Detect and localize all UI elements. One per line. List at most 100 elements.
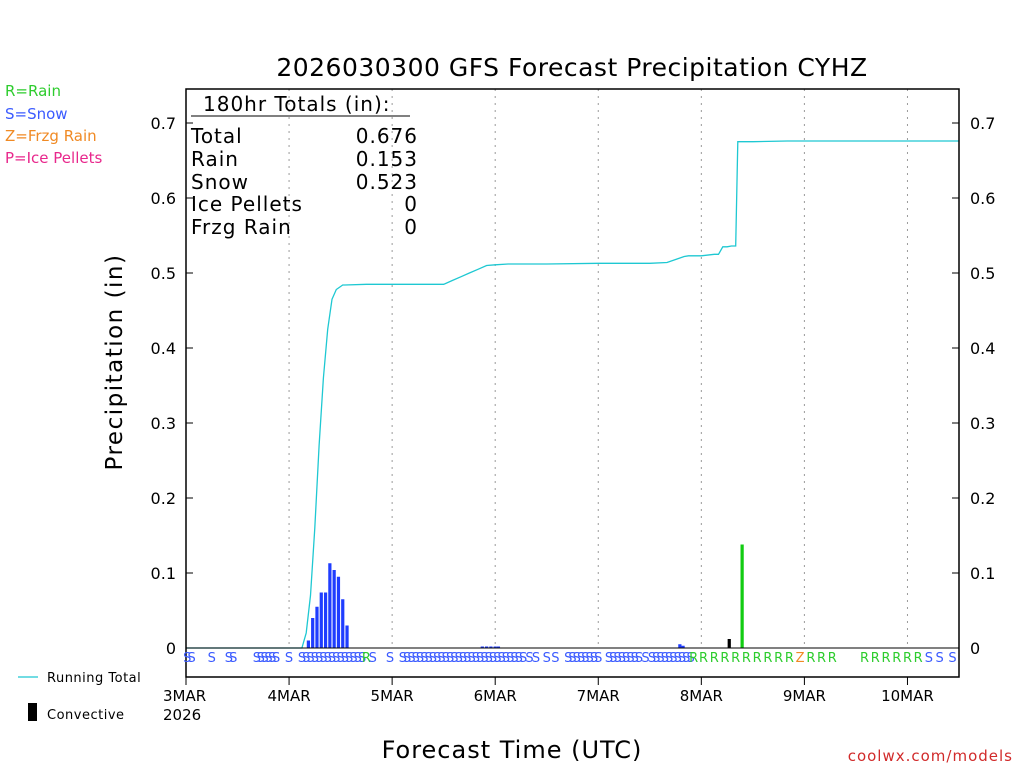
snow-bar: [493, 646, 497, 648]
y-tick-label-right: 0.3: [970, 414, 995, 433]
ptype-marker: S: [515, 651, 523, 666]
y-tick-label-right: 0.4: [970, 339, 995, 358]
snow-bar: [319, 592, 323, 648]
ptype-marker: R: [689, 651, 698, 666]
x-tick-label: 3MAR: [163, 687, 206, 705]
x-tick-label: 6MAR: [474, 687, 517, 705]
ptype-marker: S: [641, 651, 649, 666]
y-tick-label-left: 0.3: [151, 414, 176, 433]
ptype-marker: S: [272, 651, 280, 666]
ptype-marker: S: [590, 651, 598, 666]
ptype-marker: S: [568, 651, 576, 666]
ptype-marker: S: [613, 651, 621, 666]
ptype-marker: S: [328, 651, 336, 666]
y-tick-label-right: 0.2: [970, 489, 995, 508]
snow-bar: [341, 599, 345, 648]
ptype-marker: S: [948, 651, 956, 666]
x-tick-label: 5MAR: [371, 687, 414, 705]
ptype-marker: S: [285, 651, 293, 666]
ptype-marker: R: [785, 651, 794, 666]
snow-bar: [489, 646, 493, 648]
ptype-marker: R: [881, 651, 890, 666]
ptype-marker: S: [446, 651, 454, 666]
ptype-marker: S: [264, 651, 272, 666]
ptype-marker: S: [229, 651, 237, 666]
snow-bar: [328, 563, 332, 648]
ptype-marker: S: [618, 651, 626, 666]
totals-value-frzg-rain: 0: [404, 215, 418, 239]
ptype-marker: S: [586, 651, 594, 666]
totals-label-snow: Snow: [191, 170, 249, 194]
ptype-marker: S: [674, 651, 682, 666]
totals-value-ice-pellets: 0: [404, 192, 418, 216]
ptype-marker: S: [485, 651, 493, 666]
ptype-marker: R: [903, 651, 912, 666]
ptype-marker: S: [652, 651, 660, 666]
ptype-marker: S: [324, 651, 332, 666]
ptype-marker: S: [349, 651, 357, 666]
y-tick-label-right: 0: [970, 639, 980, 658]
ptype-marker: S: [183, 651, 191, 666]
ptype-marker: S: [208, 651, 216, 666]
ptype-marker: S: [433, 651, 441, 666]
ptype-marker: R: [828, 651, 837, 666]
ptype-marker: R: [914, 651, 923, 666]
legend-snow: S=Snow: [5, 105, 68, 123]
ptype-marker: S: [429, 651, 437, 666]
year-label: 2026: [163, 706, 201, 724]
ptype-marker: S: [399, 651, 407, 666]
totals-value-total: 0.676: [356, 124, 418, 148]
ptype-marker: S: [631, 651, 639, 666]
snow-bar: [332, 570, 336, 648]
ptype-marker: S: [336, 651, 344, 666]
ptype-marker: S: [594, 651, 602, 666]
ptype-marker: S: [306, 651, 314, 666]
ptype-marker: S: [510, 651, 518, 666]
ptype-marker: R: [720, 651, 729, 666]
ptype-marker: S: [257, 651, 265, 666]
totals-value-rain: 0.153: [356, 147, 418, 171]
ptype-marker: S: [225, 651, 233, 666]
ptype-marker: S: [543, 651, 551, 666]
legend-frzg-rain: Z=Frzg Rain: [5, 127, 97, 145]
ptype-marker: R: [892, 651, 901, 666]
ptype-marker: R: [362, 651, 371, 666]
ptype-marker: S: [403, 651, 411, 666]
ptype-marker: R: [699, 651, 708, 666]
watermark: coolwx.com/models: [848, 747, 1013, 765]
ptype-marker: S: [573, 651, 581, 666]
ptype-marker: S: [416, 651, 424, 666]
totals-box: 180hr Totals (in): Total 0.676 Rain 0.15…: [190, 92, 418, 239]
ptype-marker: S: [564, 651, 572, 666]
snow-bar: [681, 645, 685, 648]
x-tick-label: 8MAR: [680, 687, 723, 705]
ptype-marker: S: [459, 651, 467, 666]
ptype-marker: S: [253, 651, 261, 666]
ptype-marker: S: [519, 651, 527, 666]
ptype-marker: S: [450, 651, 458, 666]
ptype-marker: R: [871, 651, 880, 666]
x-axis: 3MAR 4MAR 5MAR 6MAR 7MAR 8MAR 9MAR 10MAR: [163, 677, 934, 705]
y-tick-label-left: 0.2: [151, 489, 176, 508]
ptype-marker: R: [860, 651, 869, 666]
y-tick-label-right: 0.6: [970, 189, 995, 208]
legend-ice-pellets: P=Ice Pellets: [5, 149, 102, 167]
ptype-marker: S: [425, 651, 433, 666]
ptype-marker: S: [407, 651, 415, 666]
totals-label-rain: Rain: [191, 147, 239, 171]
snow-bar: [336, 576, 341, 648]
ptype-marker: S: [354, 651, 362, 666]
x-tick-label: 9MAR: [783, 687, 826, 705]
y-tick-label-right: 0.1: [970, 564, 995, 583]
ptype-marker: S: [506, 651, 514, 666]
legend-rain: R=Rain: [5, 82, 61, 100]
plot-frame: [185, 88, 960, 678]
ptype-marker: S: [635, 651, 643, 666]
ptype-marker: S: [678, 651, 686, 666]
convective-bar: [727, 639, 731, 648]
x-tick-label: 4MAR: [267, 687, 310, 705]
ptype-marker: S: [682, 651, 690, 666]
snow-bar: [678, 644, 682, 648]
ptype-marker: S: [656, 651, 664, 666]
